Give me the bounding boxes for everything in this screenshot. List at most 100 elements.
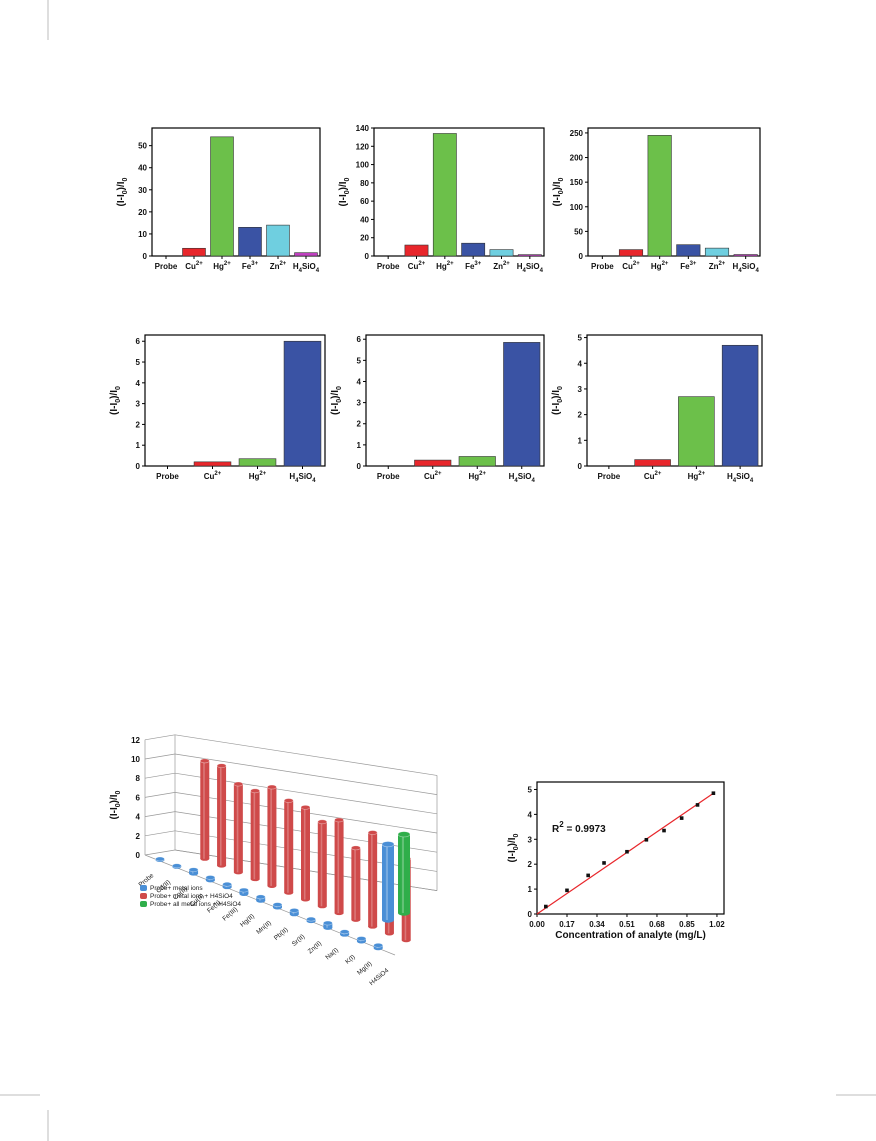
y-axis-label: (I-I0)/I0 — [507, 833, 520, 862]
bar — [294, 252, 318, 257]
cylinder-top — [255, 894, 266, 900]
y-tick-label: 3 — [578, 385, 583, 394]
plot-frame — [151, 127, 321, 257]
x-tick-label: Probe — [155, 262, 178, 271]
cylinder-red — [216, 763, 227, 868]
x-tick-label: H4SiO4 — [293, 262, 320, 274]
cylinder-red — [351, 845, 361, 922]
x-tick-label: Fe3+ — [465, 261, 482, 271]
data-point — [662, 828, 666, 833]
cylinder-base — [351, 917, 361, 922]
cylinder-base — [267, 883, 277, 888]
grid-line — [144, 772, 176, 779]
cylinder-top — [339, 929, 350, 935]
y-tick-label: 0 — [357, 462, 362, 471]
y-tick-label: 10 — [138, 230, 147, 239]
cylinder-base — [334, 911, 344, 916]
y-tick-label: 6 — [136, 337, 141, 346]
cylinder-base — [256, 898, 266, 903]
bar — [461, 242, 486, 257]
y-axis-label: (I-I0)/I0 — [330, 386, 343, 415]
x-tick-label: Fe(III) — [221, 906, 239, 923]
plot-frame — [373, 127, 545, 257]
bar — [266, 224, 290, 257]
cylinder-top — [300, 805, 311, 810]
cylinder-shine — [337, 819, 340, 914]
y-tick-label: 4 — [528, 810, 533, 819]
x-tick-label: Hg2+ — [688, 471, 706, 481]
y-tick-label: 0 — [365, 252, 370, 261]
floor-edge — [144, 854, 396, 956]
x-tick-label: Probe — [591, 262, 614, 271]
cylinder-shine — [303, 807, 306, 900]
y-tick-label: 140 — [356, 124, 370, 133]
cylinder-top — [334, 817, 344, 823]
y-axis-label: (I-I0)/I0 — [551, 386, 564, 415]
x-tick-label: Probe — [598, 472, 621, 481]
data-point — [695, 803, 700, 807]
bar — [404, 244, 429, 257]
x-tick-label: Mg(II) — [356, 960, 374, 976]
y-tick-label: 5 — [528, 785, 533, 794]
cylinder-top — [216, 763, 227, 769]
cylinder-top — [171, 863, 182, 869]
cylinder-red — [367, 830, 378, 929]
bar — [647, 135, 672, 257]
y-axis-label: (I-I0)/I0 — [109, 386, 122, 415]
cylinder-base — [384, 931, 394, 936]
y-tick-label: 6 — [136, 793, 141, 802]
cylinder-top — [272, 902, 283, 907]
cylinder-red — [300, 805, 311, 902]
cylinder-top — [233, 781, 244, 787]
y-tick-label: 5 — [357, 356, 362, 365]
bar — [733, 254, 758, 257]
cylinder-body — [217, 765, 227, 866]
cylinder-base — [289, 912, 299, 917]
cylinder-top — [222, 881, 232, 887]
y-tick-label: 4 — [136, 379, 141, 388]
cylinder-top — [239, 887, 249, 893]
cylinder-top — [351, 845, 361, 851]
cylinder-base — [200, 856, 210, 861]
cylinder-blue — [188, 867, 199, 876]
r-squared-annotation: R2 = 0.9973 — [552, 820, 606, 835]
cylinder-green — [397, 831, 411, 916]
bar — [503, 342, 541, 467]
plot-frame — [365, 334, 545, 467]
cylinder-red — [199, 758, 210, 861]
cylinder-blue — [381, 841, 395, 923]
cylinder-top — [356, 936, 367, 941]
bar — [238, 227, 262, 257]
bar — [721, 344, 759, 467]
legend-label: Probe+ metal ions + H4SiO4 — [150, 893, 233, 900]
x-tick-label: Cu2+ — [204, 471, 222, 481]
cylinder-body — [284, 800, 294, 893]
scatter-chart: 0 1 2 3 4 5 0.00 0.17 0.34 0.51 0.68 0.85 1.02 R2 = 0… — [507, 781, 725, 941]
cylinder-blue — [306, 916, 316, 924]
y-tick-label: 100 — [570, 203, 584, 212]
x-tick-label: Cu2+ — [424, 471, 442, 481]
y-tick-label: 80 — [360, 179, 369, 188]
y-tick-label: 2 — [578, 411, 583, 420]
y-tick-label: 120 — [356, 142, 370, 151]
x-tick-label: Probe — [377, 262, 400, 271]
plot-frame — [144, 334, 326, 467]
y-tick-label: 0 — [136, 462, 141, 471]
cylinder-red — [250, 788, 260, 882]
x-tick-label: 0.00 — [529, 920, 545, 929]
x-tick-label: H4SiO4 — [289, 472, 316, 484]
y-tick-label: 3 — [136, 400, 141, 409]
y-tick-label: 12 — [131, 736, 140, 745]
cylinder-body — [334, 819, 344, 914]
cylinder-base — [233, 870, 243, 875]
y-tick-label: 4 — [136, 813, 141, 822]
y-tick-label: 20 — [360, 234, 369, 243]
x-tick-label: 0.34 — [589, 920, 605, 929]
y-axis-label: (I-I0)/I0 — [116, 177, 129, 206]
data-point — [544, 904, 548, 909]
grid-line — [144, 734, 176, 741]
cylinder-red — [334, 817, 344, 916]
x-tick-label: Fe3+ — [680, 261, 697, 271]
